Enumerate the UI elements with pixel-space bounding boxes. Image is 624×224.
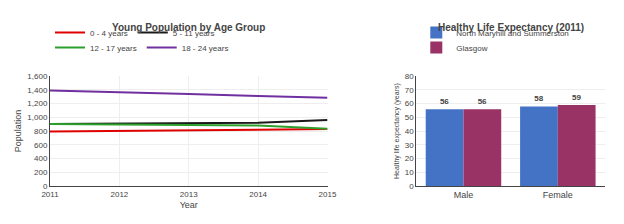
svg-text:200: 200 xyxy=(34,168,48,177)
svg-text:70: 70 xyxy=(405,86,414,95)
svg-text:0 - 4 years: 0 - 4 years xyxy=(90,29,128,38)
svg-text:1,600: 1,600 xyxy=(27,72,48,81)
svg-text:50: 50 xyxy=(405,113,414,122)
svg-text:600: 600 xyxy=(34,141,48,150)
svg-text:5 - 11 years: 5 - 11 years xyxy=(173,29,215,38)
svg-text:2011: 2011 xyxy=(41,190,59,199)
svg-text:12 - 17 years: 12 - 17 years xyxy=(90,44,137,53)
svg-text:60: 60 xyxy=(405,99,414,108)
svg-text:1,400: 1,400 xyxy=(27,86,48,95)
svg-text:400: 400 xyxy=(34,154,48,163)
svg-text:0: 0 xyxy=(43,182,48,191)
svg-text:56: 56 xyxy=(440,97,449,106)
svg-text:1,200: 1,200 xyxy=(27,99,48,108)
svg-text:20: 20 xyxy=(405,154,414,163)
svg-text:Young Population by Age Group: Young Population by Age Group xyxy=(112,22,265,33)
svg-text:Male: Male xyxy=(454,190,474,200)
svg-text:40: 40 xyxy=(405,127,414,136)
svg-text:800: 800 xyxy=(34,127,48,136)
svg-text:Healthy Life Expectancy (2011): Healthy Life Expectancy (2011) xyxy=(438,22,584,33)
svg-text:2015: 2015 xyxy=(319,190,337,199)
svg-text:Healthy life expectancy (years: Healthy life expectancy (years) xyxy=(393,83,401,179)
svg-text:10: 10 xyxy=(405,168,414,177)
svg-text:18 - 24 years: 18 - 24 years xyxy=(182,44,229,53)
svg-text:2012: 2012 xyxy=(110,190,128,199)
svg-text:1,000: 1,000 xyxy=(27,113,48,122)
svg-text:0: 0 xyxy=(409,182,414,191)
svg-text:Female: Female xyxy=(543,190,573,200)
svg-text:North Maryhill and Summerston: North Maryhill and Summerston xyxy=(456,29,568,38)
svg-text:56: 56 xyxy=(478,97,487,106)
svg-text:Glasgow: Glasgow xyxy=(456,44,487,53)
svg-text:30: 30 xyxy=(405,141,414,150)
svg-text:58: 58 xyxy=(534,94,543,103)
svg-text:Year: Year xyxy=(180,200,198,210)
svg-text:59: 59 xyxy=(572,93,581,102)
svg-text:2013: 2013 xyxy=(180,190,198,199)
svg-text:2014: 2014 xyxy=(249,190,267,199)
svg-text:80: 80 xyxy=(405,72,414,81)
svg-text:Population: Population xyxy=(13,110,23,153)
